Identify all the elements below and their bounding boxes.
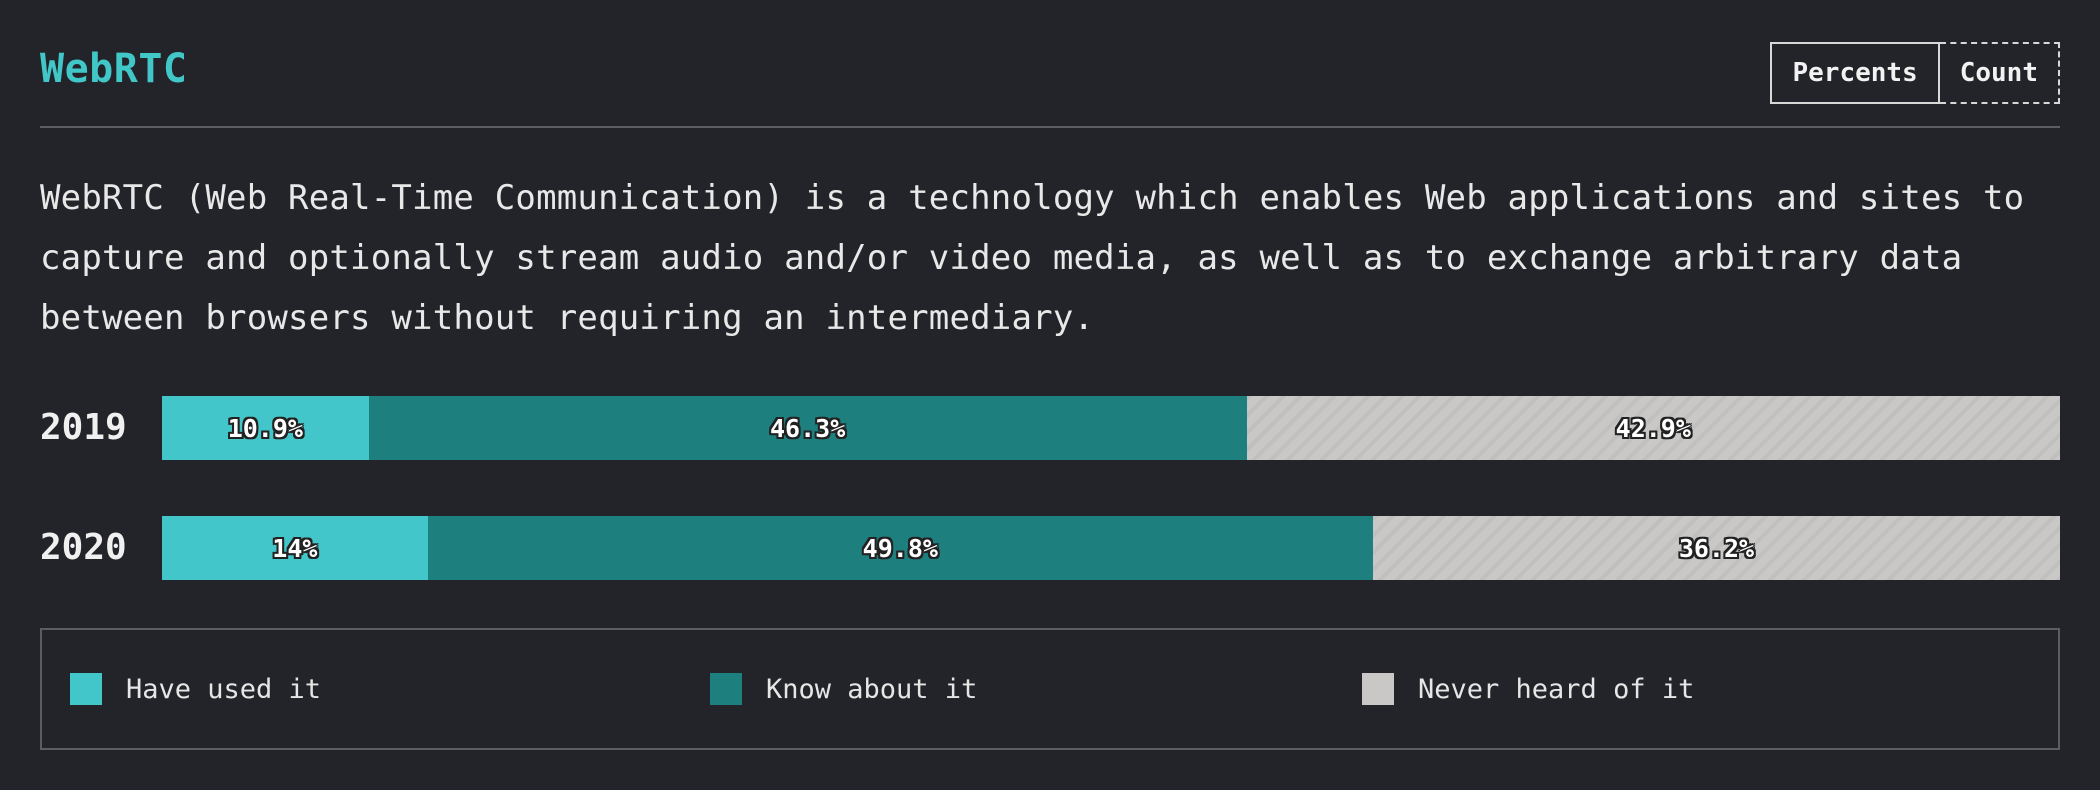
chart-row-2019: 2019 10.9% 46.3% 42.9% <box>40 396 2060 460</box>
bar-segment-2019-have-used[interactable]: 10.9% <box>162 396 369 460</box>
chart-row-2020: 2020 14% 49.8% 36.2% <box>40 516 2060 580</box>
year-label-2019: 2019 <box>40 407 127 448</box>
legend-swatch-know-about <box>710 673 742 705</box>
chart-legend: Have used it Know about it Never heard o… <box>40 628 2060 750</box>
legend-swatch-have-used <box>70 673 102 705</box>
block-header: WebRTC Percents Count <box>40 28 2060 128</box>
count-button[interactable]: Count <box>1939 42 2060 104</box>
legend-label-know-about: Know about it <box>766 673 978 705</box>
legend-item-have-used[interactable]: Have used it <box>70 630 321 748</box>
data-label-2019-never-heard: 42.9% <box>1615 413 1691 443</box>
chart-block: WebRTC Percents Count WebRTC (Web Real-T… <box>40 0 2060 790</box>
legend-item-never-heard[interactable]: Never heard of it <box>1362 630 1694 748</box>
bar-segment-2019-never-heard[interactable]: 42.9% <box>1246 396 2060 460</box>
bar-segment-2019-know-about[interactable]: 46.3% <box>368 396 1247 460</box>
stacked-bar-chart: 2019 10.9% 46.3% 42.9% 2020 14% <box>40 396 2060 580</box>
legend-label-have-used: Have used it <box>126 673 322 705</box>
block-title: WebRTC <box>40 46 188 92</box>
data-label-2019-know-about: 46.3% <box>769 413 846 443</box>
bar-2019: 10.9% 46.3% 42.9% <box>162 396 2060 460</box>
data-label-2020-have-used: 14% <box>272 533 318 563</box>
units-toggle: Percents Count <box>1770 42 2060 104</box>
data-label-2020-know-about: 49.8% <box>862 533 938 563</box>
block-description: WebRTC (Web Real-Time Communication) is … <box>40 178 2025 338</box>
legend-item-know-about[interactable]: Know about it <box>710 630 977 748</box>
bar-segment-2020-know-about[interactable]: 49.8% <box>427 516 1373 580</box>
bar-segment-2020-never-heard[interactable]: 36.2% <box>1372 516 2060 580</box>
year-label-2020: 2020 <box>40 527 127 568</box>
data-label-2020-never-heard: 36.2% <box>1678 533 1755 563</box>
data-label-2019-have-used: 10.9% <box>227 413 303 443</box>
legend-label-never-heard: Never heard of it <box>1418 673 1695 705</box>
bar-segment-2020-have-used[interactable]: 14% <box>162 516 428 580</box>
percents-button[interactable]: Percents <box>1770 42 1940 104</box>
bar-2020: 14% 49.8% 36.2% <box>162 516 2060 580</box>
legend-swatch-never-heard <box>1362 673 1394 705</box>
